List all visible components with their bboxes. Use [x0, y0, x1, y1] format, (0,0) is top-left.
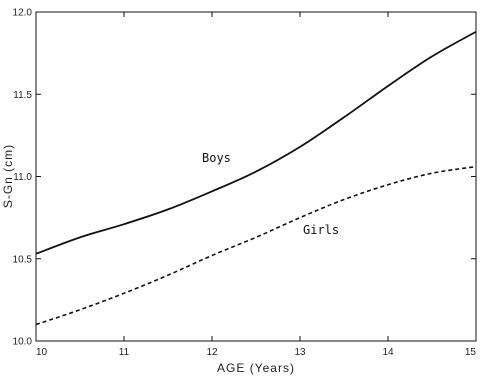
x-tick-label: 15: [465, 347, 477, 358]
series-label-boys: Boys: [202, 151, 231, 165]
x-tick-label: 12: [206, 347, 218, 358]
x-tick-label: 13: [294, 347, 306, 358]
y-tick-label: 10.5: [13, 254, 33, 265]
y-tick-label: 11.5: [13, 90, 32, 101]
series-layer: [35, 30, 477, 326]
y-tick-label: 11.0: [13, 172, 32, 183]
x-axis-title: AGE (Years): [217, 361, 295, 375]
plot-frame: [35, 11, 477, 342]
x-tick-label: 11: [119, 347, 130, 358]
series-line-girls: [35, 165, 477, 326]
x-tick-label: 10: [36, 347, 48, 358]
y-tick-label: 12.0: [13, 8, 33, 19]
y-axis-ticks: 10.0 10.5 11.0 11.5 12.0: [13, 8, 476, 348]
y-tick-label: 10.0: [13, 337, 33, 348]
x-tick-label: 14: [382, 347, 394, 358]
x-axis-ticks: 10 11 12 13 14 15: [35, 12, 477, 358]
y-axis-title: S-Gn (cm): [1, 144, 15, 208]
series-label-girls: Girls: [303, 223, 339, 237]
series-line-boys: [35, 30, 477, 255]
